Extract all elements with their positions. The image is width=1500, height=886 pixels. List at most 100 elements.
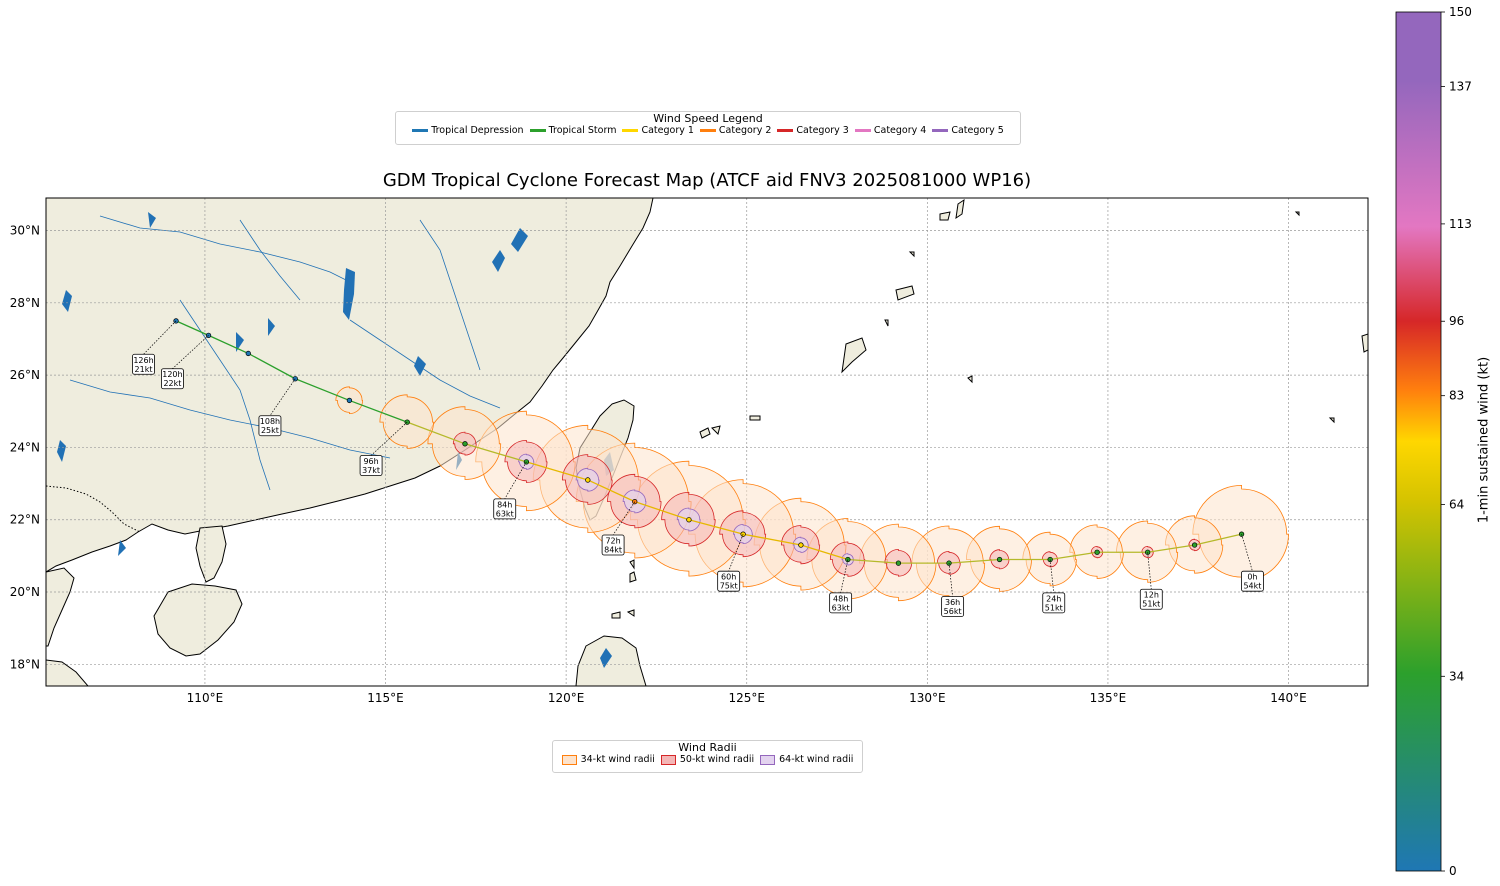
legend-patch-swatch	[660, 754, 676, 765]
wind-speed-legend-items: Tropical Depression Tropical Storm Categor…	[396, 125, 1020, 136]
vietnam-coast	[46, 567, 75, 647]
wind-radii-legend-item: 64-kt wind radii	[760, 754, 853, 765]
forecast-wind-label: 37kt	[362, 466, 380, 475]
track-segment	[800, 544, 849, 561]
legend-patch-swatch	[561, 754, 577, 765]
wind-speed-legend-item: Category 4	[854, 125, 927, 136]
forecast-hour-label: 36h	[945, 598, 960, 607]
lat-tick-label: 20°N	[10, 585, 40, 599]
track-point	[1238, 531, 1245, 537]
map-title: GDM Tropical Cyclone Forecast Map (ATCF …	[382, 170, 1032, 191]
lat-tick-label: 24°N	[10, 440, 40, 454]
track-point	[895, 560, 902, 566]
colorbar-gradient	[1395, 11, 1442, 872]
map-frame	[45, 197, 1369, 687]
forecast-wind-label: 63kt	[496, 509, 514, 518]
islands	[611, 198, 1368, 619]
track-segment	[175, 320, 209, 336]
forecast-label-box	[161, 368, 184, 390]
track-point	[585, 477, 591, 483]
forecast-label-box	[829, 592, 853, 614]
lat-tick-label: 18°N	[10, 657, 40, 671]
label-leader-line	[612, 501, 636, 536]
lat-tick-label: 28°N	[10, 296, 40, 310]
lon-tick-label: 120°E	[548, 691, 585, 705]
lon-tick-label: 130°E	[909, 691, 946, 705]
wind-speed-legend-item: Tropical Storm	[529, 125, 616, 136]
legend-label: Category 3	[796, 125, 849, 136]
forecast-hour-label: 126h	[133, 356, 153, 365]
legend-line-swatch	[932, 129, 949, 132]
track-segment	[1050, 551, 1098, 561]
track-segment	[406, 421, 466, 445]
forecast-wind-label: 63kt	[832, 603, 850, 612]
legend-line-swatch	[777, 129, 794, 132]
forecast-wind-label: 22kt	[163, 379, 181, 388]
lon-tick-label: 140°E	[1270, 691, 1307, 705]
track-point	[1094, 549, 1100, 555]
track-point	[996, 556, 1003, 563]
hainan-island	[153, 583, 243, 657]
forecast-label-box	[258, 415, 282, 437]
forecast-wind-label: 54kt	[1243, 582, 1261, 591]
wind-radii-legend-title: Wind Radii	[678, 741, 737, 754]
forecast-wind-label: 75kt	[720, 582, 738, 591]
vietnam-south	[46, 659, 89, 686]
lakes	[57, 212, 614, 668]
lon-tick-label: 110°E	[187, 691, 224, 705]
legend-patch-swatch	[760, 754, 776, 765]
forecast-label-box	[132, 353, 155, 375]
forecast-labels-layer: 0h54kt12h51kt24h51kt36h56kt48h63kt60h75k…	[132, 320, 1264, 617]
legend-label: Category 2	[718, 125, 772, 136]
label-leader-line	[1241, 534, 1253, 572]
label-leader-line	[504, 461, 527, 500]
wind-speed-legend-title: Wind Speed Legend	[653, 112, 763, 125]
rivers	[69, 215, 501, 491]
legend-label: Tropical Depression	[431, 125, 524, 136]
forecast-label-box	[359, 455, 383, 476]
track-point	[798, 542, 804, 548]
legend-label: Category 5	[951, 125, 1004, 136]
track-point	[1191, 542, 1198, 548]
forecast-label-box	[1241, 570, 1264, 592]
forecast-hour-label: 72h	[605, 537, 620, 546]
track-segment	[587, 479, 636, 503]
colorbar-ticks: 0 34 64 83 96 113 137 150	[1441, 5, 1472, 878]
forecast-label-box	[493, 498, 517, 520]
track-segment	[208, 334, 249, 355]
track-point	[462, 441, 468, 447]
wind-radii-legend: Wind Radii 34-kt wind radii 50-kt wind ra…	[552, 740, 863, 773]
label-leader-line	[840, 559, 849, 593]
map-axes: 110°E 115°E 120°E 125°E 130°E 135°E 140°E 18°N 2…	[10, 224, 1307, 705]
track-layer	[173, 318, 1245, 566]
track-segment	[948, 558, 1000, 564]
forecast-label-box	[1042, 592, 1066, 614]
lat-tick-label: 22°N	[10, 513, 40, 527]
legend-label: 64-kt wind radii	[779, 754, 854, 765]
borders	[46, 485, 141, 533]
forecast-label-box	[601, 534, 625, 556]
forecast-label-box	[717, 570, 741, 592]
track-segment	[294, 378, 350, 402]
legend-line-swatch	[412, 129, 429, 132]
legend-label: 34-kt wind radii	[580, 754, 655, 765]
label-leader-line	[172, 335, 209, 369]
land-layer	[46, 198, 1368, 686]
colorbar-tick-label: 96	[1449, 314, 1464, 328]
colorbar-tick-label: 150	[1449, 5, 1472, 19]
track-segment	[743, 533, 802, 546]
forecast-wind-label: 84kt	[604, 546, 622, 555]
forecast-hour-label: 0h	[1247, 573, 1257, 582]
wind-speed-legend: Wind Speed Legend Tropical Depression Tro…	[395, 111, 1021, 145]
legend-label: Category 4	[873, 125, 927, 136]
wind-speed-legend-item: Category 1	[622, 125, 694, 136]
forecast-wind-label: 51kt	[1142, 600, 1160, 609]
legend-line-swatch	[854, 129, 871, 132]
label-leader-line	[269, 378, 296, 416]
lon-tick-label: 125°E	[728, 691, 765, 705]
track-segment	[847, 558, 899, 564]
forecast-hour-label: 60h	[721, 573, 736, 582]
legend-label: Category 1	[641, 125, 694, 136]
colorbar-label: 1-min sustained wind (kt)	[1476, 356, 1492, 524]
colorbar-tick-label: 64	[1449, 497, 1464, 511]
